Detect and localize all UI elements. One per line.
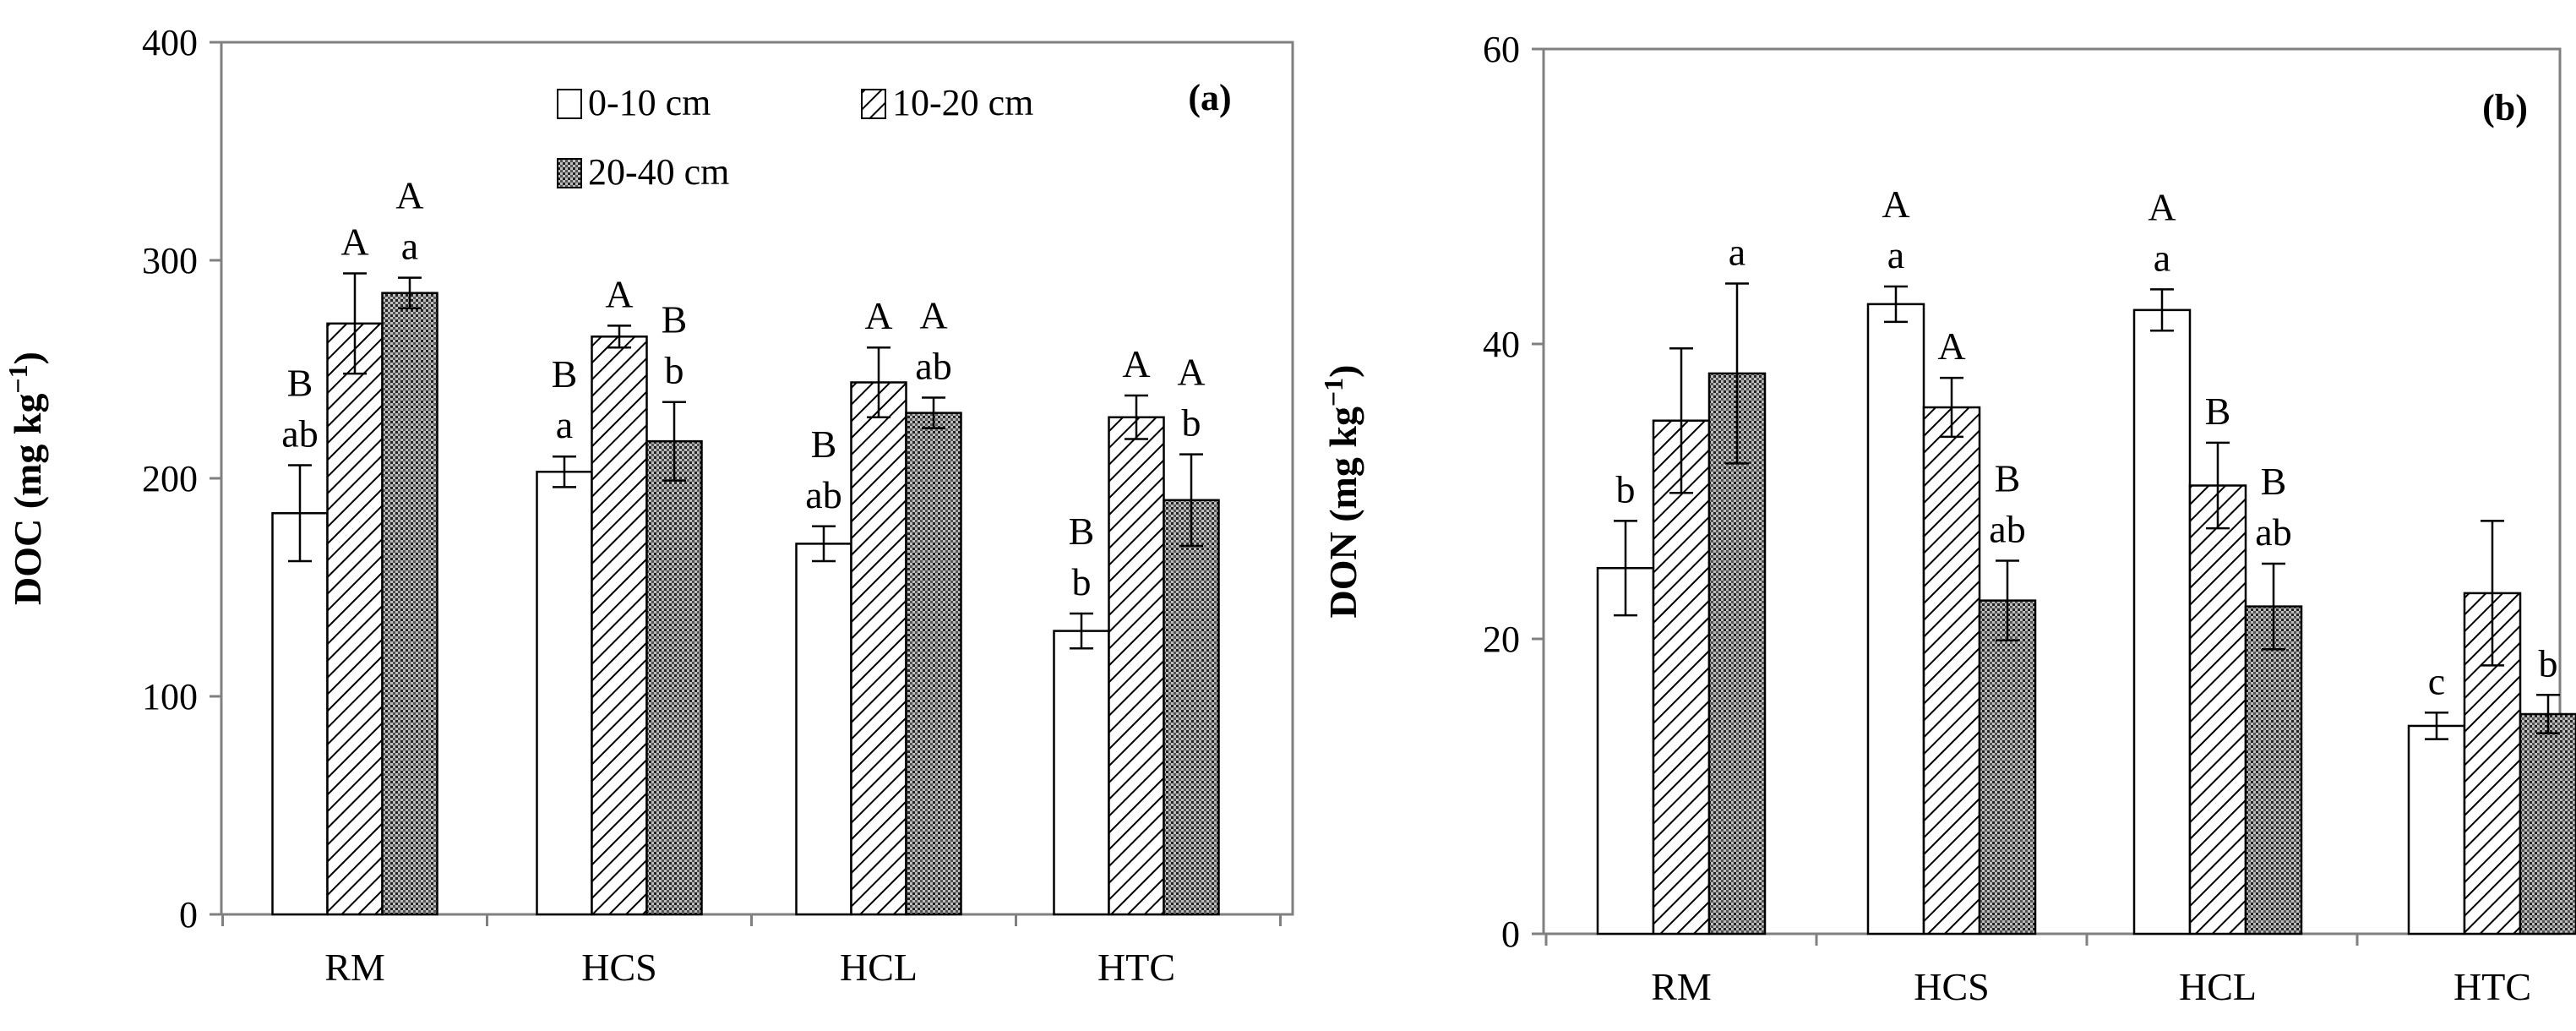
bar-open (1866, 303, 1925, 936)
significance-lowercase: b (2539, 641, 2558, 685)
y-tick-label: 20 (1483, 619, 1520, 660)
significance-lowercase: ab (281, 412, 318, 455)
y-axis-label-main: DOC (mg kg (6, 394, 49, 605)
significance-uppercase: B (2261, 460, 2287, 503)
panel-label: (a) (1188, 77, 1231, 118)
bar-open (1053, 630, 1110, 916)
significance-uppercase: A (2148, 185, 2176, 228)
y-axis-label-close: ) (1321, 364, 1364, 377)
y-tick-label: 0 (179, 894, 198, 936)
significance-lowercase: b (1616, 467, 1636, 510)
y-axis-label-superscript: −1 (3, 364, 33, 393)
legend-swatch-open (557, 89, 582, 119)
significance-lowercase: ab (805, 473, 841, 516)
bar-dense (2244, 605, 2303, 936)
significance-uppercase: A (340, 220, 368, 263)
y-axis-label-main: DON (mg kg (1321, 406, 1364, 618)
legend-swatch-dense (557, 158, 582, 188)
y-tick-label: 400 (142, 22, 198, 63)
x-tick-label: HCS (1914, 965, 1989, 1008)
bar-hatched (326, 322, 384, 916)
x-tick-label: HCS (581, 946, 656, 989)
significance-uppercase: B (1995, 457, 2021, 500)
significance-uppercase: B (811, 423, 837, 466)
significance-lowercase: a (2154, 236, 2170, 279)
significance-lowercase: a (556, 403, 573, 446)
legend-label: 0-10 cm (588, 82, 711, 123)
bar-dense (2519, 712, 2576, 936)
bar-dense (1978, 599, 2037, 936)
significance-uppercase: B (662, 298, 688, 341)
bar-hatched (1922, 406, 1981, 936)
legend-swatch-hatched (861, 89, 886, 119)
x-tick-label: HTC (1097, 946, 1175, 989)
bar-open (536, 471, 593, 916)
y-tick-label: 300 (142, 240, 198, 281)
significance-uppercase: A (395, 174, 423, 217)
significance-lowercase: ab (2255, 510, 2291, 554)
significance-uppercase: A (919, 294, 947, 337)
legend: 0-10 cm 10-20 cm 20-40 cm (557, 82, 1033, 193)
bar-open (795, 543, 852, 916)
significance-lowercase: a (1887, 233, 1904, 276)
bar-hatched (591, 335, 648, 916)
bar-hatched (1108, 416, 1165, 916)
panel-label: (b) (2482, 87, 2528, 128)
significance-lowercase: ab (1989, 508, 2025, 551)
bar-dense (645, 439, 703, 916)
x-tick-label: HCL (2179, 965, 2257, 1008)
bar-open (2132, 308, 2192, 936)
y-axis-label: DON (mg kg−1) (1318, 364, 1364, 618)
x-tick-label: RM (324, 946, 385, 989)
significance-lowercase: a (401, 225, 418, 268)
significance-uppercase: A (1122, 342, 1150, 385)
significance-uppercase: A (1882, 183, 1909, 226)
significance-lowercase: a (1729, 230, 1745, 273)
y-tick-label: 60 (1483, 29, 1520, 70)
chart-panel-a: 0 100 200 300 400 RM HCS HCL HTC DOC (mg kg−1) (a)… (3, 22, 1294, 989)
y-tick-label: 0 (1501, 914, 1520, 955)
significance-uppercase: A (605, 272, 633, 315)
legend-label: 10-20 cm (892, 82, 1033, 123)
bar-dense (1163, 499, 1220, 916)
bar-open (1596, 566, 1655, 936)
x-tick-label: HTC (2453, 965, 2531, 1008)
bar-open (2407, 724, 2466, 936)
significance-uppercase: A (1937, 325, 1965, 368)
bar-hatched (2188, 484, 2247, 936)
significance-lowercase: b (1072, 560, 1092, 603)
significance-lowercase: b (1182, 401, 1201, 445)
significance-lowercase: ab (915, 345, 951, 388)
legend-label: 20-40 cm (588, 151, 729, 193)
x-tick-label: RM (1651, 965, 1712, 1008)
bar-hatched (850, 381, 907, 916)
significance-uppercase: B (2205, 390, 2231, 433)
significance-uppercase: B (1069, 510, 1095, 553)
y-axis-label: DOC (mg kg−1) (3, 352, 49, 605)
y-axis-label-superscript: −1 (1318, 378, 1348, 406)
y-tick-label: 100 (142, 676, 198, 717)
bar-dense (381, 292, 438, 916)
x-tick-label: HCL (840, 946, 918, 989)
bar-hatched (1652, 419, 1711, 936)
significance-uppercase: A (1177, 351, 1205, 394)
bar-open (271, 512, 329, 916)
significance-lowercase: c (2428, 659, 2445, 702)
y-axis-label-close: ) (6, 352, 49, 364)
y-tick-label: 40 (1483, 324, 1520, 365)
significance-uppercase: B (552, 352, 578, 395)
plot-frame (1542, 47, 2562, 936)
bar-dense (905, 412, 962, 916)
significance-lowercase: b (665, 349, 684, 392)
significance-uppercase: B (287, 362, 313, 405)
y-tick-label: 200 (142, 458, 198, 499)
significance-uppercase: A (864, 294, 892, 337)
